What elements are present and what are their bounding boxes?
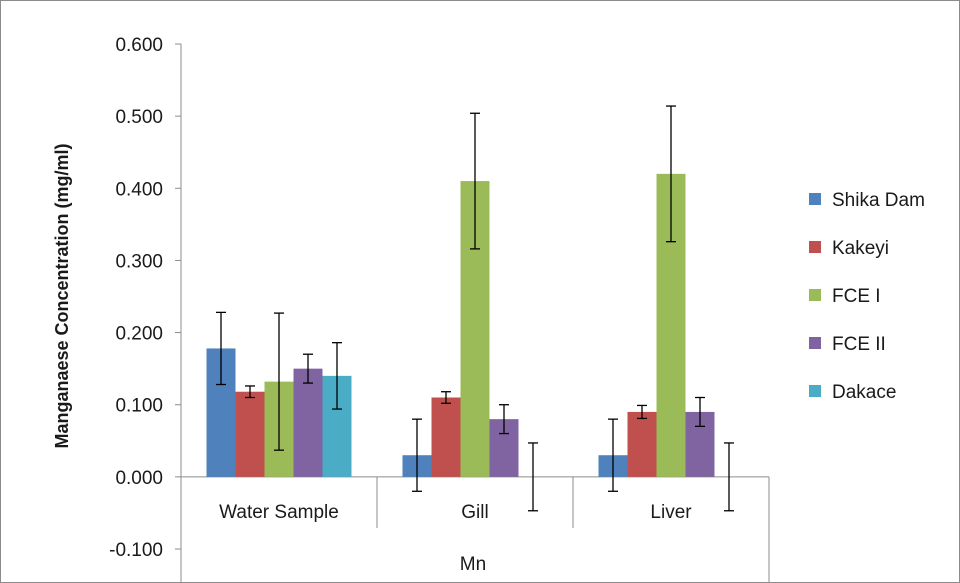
bars [206,173,715,477]
bar [627,411,657,477]
y-tick-label: 0.100 [115,396,163,417]
y-tick-label: -0.100 [109,540,163,561]
y-tick-label: 0.300 [115,251,163,272]
legend-label: Shika Dam [832,190,925,211]
error-bars [216,105,734,512]
y-tick-label: 0.500 [115,107,163,128]
legend-swatch [809,337,821,349]
y-tick-label: 0.400 [115,179,163,200]
x-category-label: Water Sample [219,502,339,523]
x-category-label: Liver [650,502,692,523]
legend-label: FCE I [832,286,881,307]
legend-swatch [809,241,821,253]
bar [235,391,265,477]
bar [431,397,461,477]
axes: 0.600 0.500 0.400 0.300 0.200 0.100 0.000 -0.10… [109,35,770,582]
y-tick-label: 0.200 [115,324,163,345]
bar [293,368,323,477]
group-label: Mn [460,554,486,575]
y-tick-label: 0.000 [115,468,163,489]
legend-label: FCE II [832,334,886,355]
legend-swatch [809,289,821,301]
legend: Shika Dam Kakeyi FCE I FCE II Dakace [809,190,925,403]
legend-label: Dakace [832,382,896,403]
legend-swatch [809,385,821,397]
y-tick-label: 0.600 [115,35,163,56]
legend-swatch [809,193,821,205]
y-axis-title: Manganaese Concentration (mg/ml) [52,143,72,448]
legend-label: Kakeyi [832,238,889,259]
x-category-label: Gill [461,502,488,523]
